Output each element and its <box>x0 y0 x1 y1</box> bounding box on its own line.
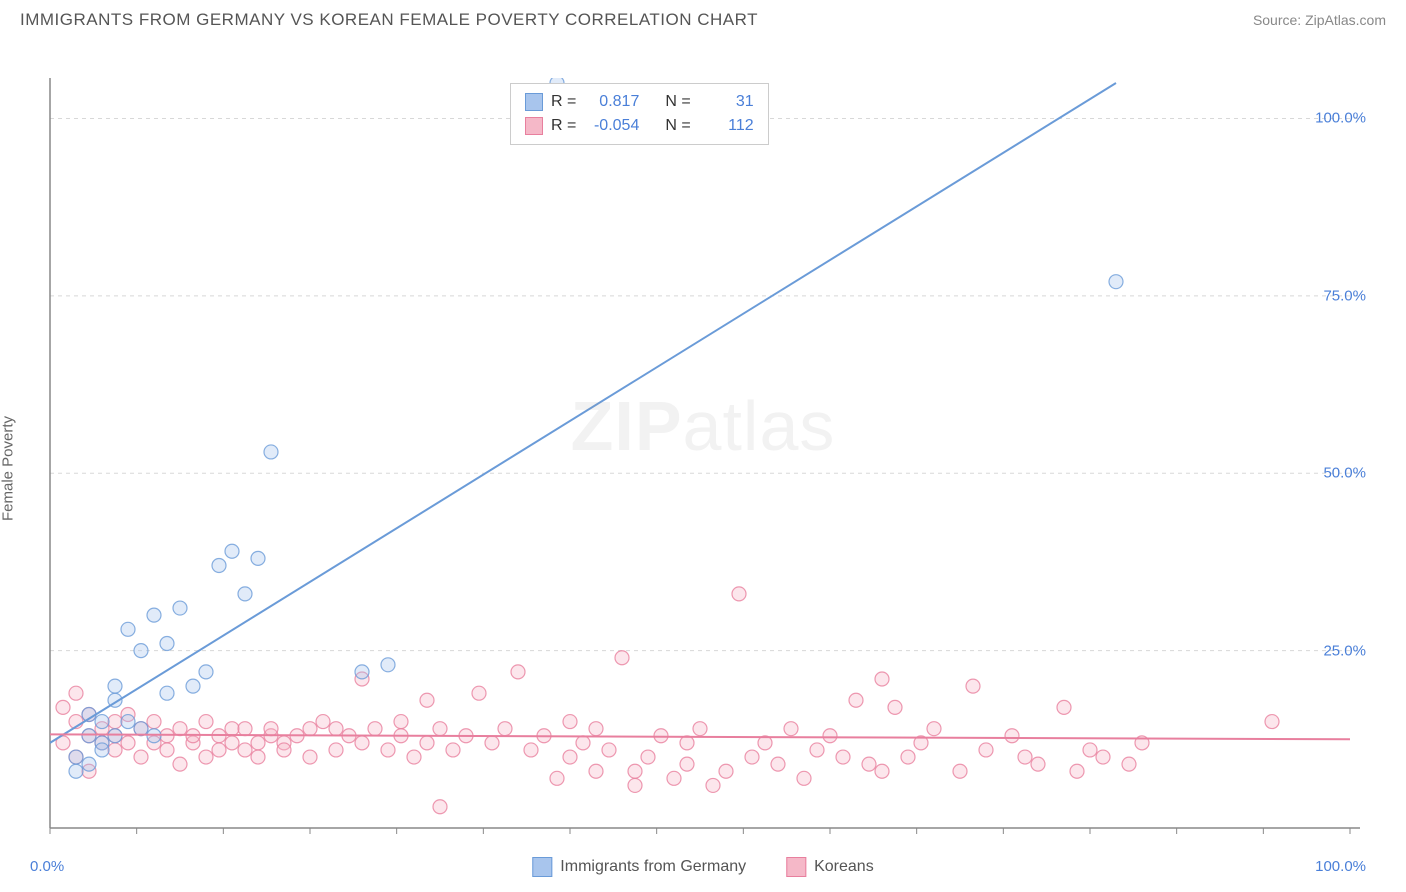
series-1-n-value: 31 <box>699 90 754 114</box>
stats-r-label: R = <box>551 114 576 138</box>
legend-label-2: Koreans <box>814 858 874 876</box>
y-tick-label: 100.0% <box>1315 110 1366 127</box>
stats-n-label: N = <box>665 114 690 138</box>
bottom-legend: Immigrants from Germany Koreans <box>532 857 873 877</box>
y-axis-label: Female Poverty <box>0 416 17 521</box>
stats-r-label: R = <box>551 90 576 114</box>
series-2-n-value: 112 <box>699 114 754 138</box>
y-tick-label: 75.0% <box>1323 287 1366 304</box>
chart-title: IMMIGRANTS FROM GERMANY VS KOREAN FEMALE… <box>20 10 758 30</box>
stats-n-label: N = <box>665 90 690 114</box>
scatter-plot-svg <box>0 35 1406 855</box>
series-2-swatch <box>525 117 543 135</box>
chart-header: IMMIGRANTS FROM GERMANY VS KOREAN FEMALE… <box>0 0 1406 35</box>
y-tick-label: 25.0% <box>1323 642 1366 659</box>
x-axis-min-label: 0.0% <box>30 858 64 875</box>
legend-item-2: Koreans <box>786 857 874 877</box>
legend-swatch-1 <box>532 857 552 877</box>
chart-container: Female Poverty ZIPatlas R = 0.817 N = 31… <box>0 35 1406 885</box>
stats-row-series-2: R = -0.054 N = 112 <box>525 114 754 138</box>
stats-row-series-1: R = 0.817 N = 31 <box>525 90 754 114</box>
series-2-r-value: -0.054 <box>584 114 639 138</box>
stats-legend-box: R = 0.817 N = 31 R = -0.054 N = 112 <box>510 83 769 145</box>
legend-item-1: Immigrants from Germany <box>532 857 746 877</box>
legend-label-1: Immigrants from Germany <box>560 858 746 876</box>
source-attribution: Source: ZipAtlas.com <box>1253 12 1386 28</box>
y-tick-label: 50.0% <box>1323 465 1366 482</box>
series-1-r-value: 0.817 <box>584 90 639 114</box>
legend-swatch-2 <box>786 857 806 877</box>
series-1-swatch <box>525 93 543 111</box>
x-axis-max-label: 100.0% <box>1315 858 1366 875</box>
